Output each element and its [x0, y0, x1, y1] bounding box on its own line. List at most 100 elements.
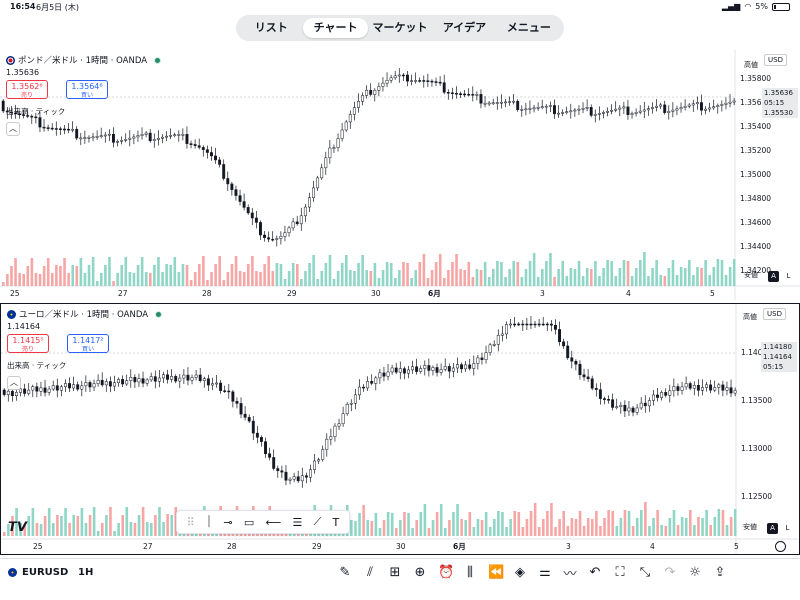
candle-body — [533, 323, 537, 326]
volume-bar — [692, 275, 695, 286]
candle-body — [422, 80, 426, 82]
candle-body — [263, 234, 266, 238]
volume-bar — [145, 522, 149, 536]
gbpusd-buy-button[interactable]: 1.3564⁶ 買い — [66, 80, 108, 99]
eurusd-buy-button[interactable]: 1.1417² 買い — [67, 334, 109, 353]
candle-body — [54, 128, 58, 130]
parallel-channel-icon[interactable]: ☰ — [292, 515, 303, 529]
volume-bar — [427, 528, 431, 536]
candle-body — [92, 383, 96, 388]
candle-body — [541, 323, 545, 326]
chevron-up-icon[interactable]: ︿ — [7, 376, 21, 390]
candle-body — [508, 101, 511, 103]
volume-bar — [84, 523, 88, 536]
undo-icon[interactable]: ↶ — [589, 565, 601, 580]
tab-chart[interactable]: チャート — [303, 18, 368, 38]
gbpusd-auto-scale-button[interactable]: A — [768, 271, 779, 282]
volume-bar — [521, 527, 525, 536]
eurusd-buy-label: 買い — [81, 346, 94, 353]
tab-market[interactable]: マーケット — [372, 21, 428, 34]
replay-icon[interactable]: ⏪ — [488, 565, 505, 580]
volume-bar — [165, 264, 168, 286]
text-tool-icon[interactable]: T — [332, 515, 340, 529]
candle-body — [309, 469, 312, 478]
candle-body — [647, 400, 651, 407]
candle-body — [181, 134, 185, 136]
volume-bar — [704, 260, 707, 286]
share-icon[interactable]: ⇪ — [714, 565, 726, 580]
eurusd-log-scale-button[interactable]: L — [785, 524, 790, 532]
compare-icon[interactable]: 〰 — [563, 567, 577, 582]
volume-bar — [149, 273, 152, 286]
drag-handle-icon[interactable]: ⠿ — [186, 515, 195, 529]
gbpusd-log-scale-button[interactable]: L — [786, 272, 791, 280]
time-tick-label: 4 — [626, 289, 631, 298]
fullscreen-icon[interactable]: ⛶ — [615, 565, 625, 580]
market-open-icon — [154, 56, 162, 64]
expand-icon[interactable]: ⤡ — [639, 565, 651, 580]
volume-bar — [504, 277, 507, 286]
layout-grid-icon[interactable]: ⊞ — [389, 565, 401, 580]
volume-bar — [623, 510, 627, 536]
chevron-up-icon[interactable]: ︿ — [6, 122, 20, 136]
candle-body — [679, 107, 683, 110]
status-date: 6月5日 (木) — [36, 3, 79, 12]
chart-pane-eurusd[interactable]: 1.14000 1.13500 1.13000 1.12500 25 27 28 29 30 6月… — [0, 303, 800, 555]
eurusd-plot[interactable]: 1.14000 1.13500 1.13000 1.12500 25 27 28 29 30 6月… — [1, 304, 798, 553]
horizontal-ray-icon[interactable]: ⊸ — [223, 515, 233, 529]
eurusd-auto-scale-button[interactable]: A — [767, 523, 778, 534]
volume-bar — [381, 270, 385, 286]
tab-menu[interactable]: メニュー — [506, 21, 551, 34]
candle-body — [639, 402, 643, 409]
chart-pane-gbpusd[interactable]: 1.35800 1.35600 1.35400 1.35200 1.35000 1.348… — [0, 50, 800, 300]
horizontal-line-icon[interactable]: ⟵ — [265, 515, 282, 529]
candle-body — [64, 383, 67, 388]
gbpusd-currency-select[interactable]: USD — [764, 54, 787, 66]
tab-list[interactable]: リスト — [254, 21, 288, 34]
candle-body — [9, 111, 13, 114]
vertical-line-icon[interactable]: ⏐ — [205, 515, 213, 528]
candle-body — [304, 475, 308, 478]
gbpusd-legend[interactable]: ポンド／米ドル · 1時間 · OANDA — [6, 54, 162, 66]
volume-bar — [174, 507, 178, 536]
candle-body — [31, 386, 35, 391]
bulb-icon[interactable]: ☼ — [689, 565, 701, 580]
add-plus-icon[interactable]: ⊕ — [414, 565, 426, 580]
candle-body — [145, 379, 149, 384]
candle-body — [638, 110, 642, 113]
alert-clock-icon[interactable]: ⏰ — [438, 565, 455, 580]
candle-body — [75, 128, 79, 139]
candle-body — [1, 100, 5, 112]
gbpusd-plot[interactable]: 1.35800 1.35600 1.35400 1.35200 1.35000 1.348… — [0, 50, 800, 300]
eurusd-sell-button[interactable]: 1.1415⁵ 売り — [7, 334, 49, 353]
sliders-icon[interactable]: ⚌ — [539, 565, 551, 580]
volume-bar — [117, 523, 120, 536]
rectangle-icon[interactable]: ▭ — [243, 515, 255, 529]
candle-body — [394, 367, 398, 373]
chart-settings-icon[interactable] — [775, 541, 786, 552]
volume-bar — [349, 270, 352, 286]
layers-icon[interactable]: ◈ — [515, 565, 525, 580]
interval-button[interactable]: 1H — [78, 567, 94, 578]
candle-body — [308, 197, 311, 208]
trend-line-icon[interactable]: ⟋ — [313, 515, 322, 528]
candle-body — [165, 135, 168, 138]
volume-bar — [630, 276, 634, 286]
candle-body — [460, 364, 463, 370]
volume-bar — [475, 269, 479, 286]
candle-body — [132, 136, 136, 139]
eurusd-legend[interactable]: ユーロ／米ドル · 1時間 · OANDA — [7, 308, 163, 320]
tab-ideas[interactable]: アイデア — [442, 21, 487, 34]
candle-type-icon[interactable]: ⫼ — [467, 565, 473, 580]
volume-bar — [467, 262, 471, 286]
eurusd-volume-label: 出来高 · ティック — [7, 361, 67, 370]
volume-bar — [157, 257, 160, 286]
main-nav: リスト チャート マーケット アイデア メニュー — [236, 15, 564, 41]
redo-icon[interactable]: ↷ — [664, 565, 676, 580]
pencil-icon[interactable]: ✎ — [339, 565, 351, 580]
symbol-search-button[interactable]: EURUSD — [8, 567, 68, 578]
gbpusd-sell-button[interactable]: 1.3562⁶ 売り — [6, 80, 48, 99]
indicators-icon[interactable]: ⫽ — [367, 565, 373, 580]
eurusd-currency-select[interactable]: USD — [763, 308, 786, 320]
volume-bar — [479, 270, 483, 286]
